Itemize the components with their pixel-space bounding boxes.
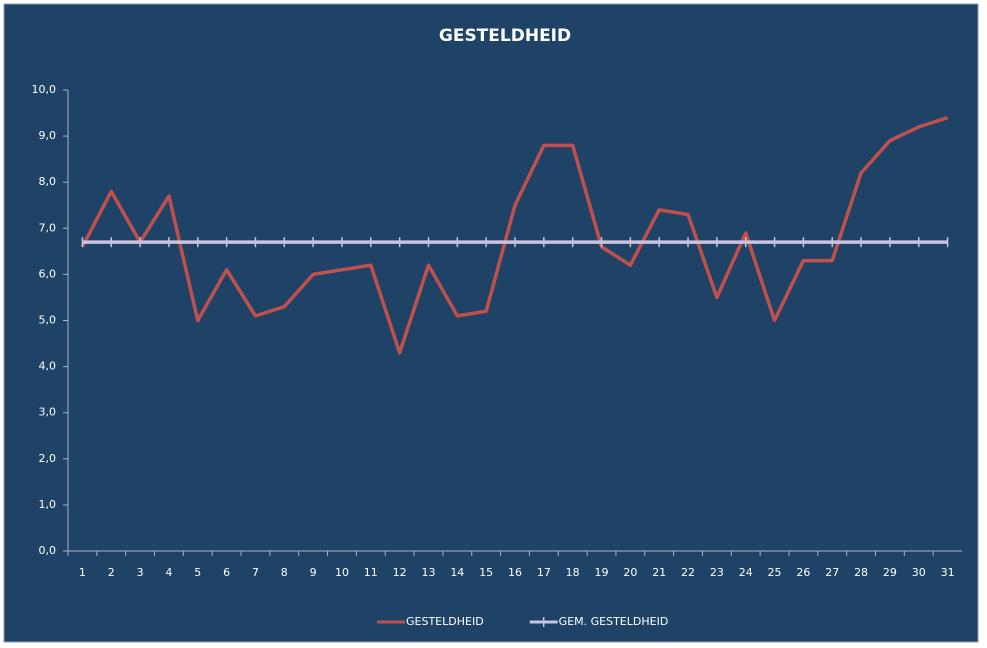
x-tick-label: 25 (768, 566, 782, 579)
x-tick-label: 5 (194, 566, 201, 579)
x-tick-label: 28 (854, 566, 868, 579)
x-tick-label: 22 (681, 566, 695, 579)
x-tick-label: 10 (335, 566, 349, 579)
y-tick-label: 7,0 (39, 221, 57, 234)
series-line (80, 115, 949, 355)
legend-label: GEM. GESTELDHEID (559, 615, 669, 628)
x-tick-label: 20 (623, 566, 637, 579)
y-tick-label: 2,0 (39, 452, 57, 465)
x-tick-label: 4 (165, 566, 172, 579)
y-tick-label: 4,0 (39, 360, 57, 373)
legend-label: GESTELDHEID (406, 615, 484, 628)
x-tick-label: 8 (281, 566, 288, 579)
x-tick-label: 13 (421, 566, 435, 579)
x-tick-label: 31 (941, 566, 955, 579)
chart-background (3, 3, 979, 643)
x-tick-label: 18 (566, 566, 580, 579)
x-tick-label: 9 (310, 566, 317, 579)
y-tick-label: 10,0 (32, 83, 57, 96)
x-tick-label: 3 (137, 566, 144, 579)
y-tick-label: 5,0 (39, 314, 57, 327)
x-tick-label: 14 (450, 566, 464, 579)
y-tick-label: 0,0 (39, 544, 57, 557)
x-tick-label: 24 (739, 566, 753, 579)
x-tick-label: 19 (595, 566, 609, 579)
x-tick-label: 12 (393, 566, 407, 579)
x-tick-label: 6 (223, 566, 230, 579)
x-tick-label: 23 (710, 566, 724, 579)
x-tick-label: 21 (652, 566, 666, 579)
x-tick-label: 27 (825, 566, 839, 579)
x-tick-label: 17 (537, 566, 551, 579)
x-tick-label: 2 (108, 566, 115, 579)
x-tick-label: 16 (508, 566, 522, 579)
y-tick-label: 1,0 (39, 498, 57, 511)
y-tick-label: 6,0 (39, 267, 57, 280)
x-tick-label: 7 (252, 566, 259, 579)
x-tick-label: 26 (796, 566, 810, 579)
y-tick-label: 3,0 (39, 406, 57, 419)
x-tick-label: 15 (479, 566, 493, 579)
chart-title: GESTELDHEID (439, 26, 571, 46)
x-tick-label: 29 (883, 566, 897, 579)
x-tick-label: 30 (912, 566, 926, 579)
x-tick-label: 11 (364, 566, 378, 579)
y-tick-label: 9,0 (39, 129, 57, 142)
y-tick-label: 8,0 (39, 175, 57, 188)
x-tick-label: 1 (79, 566, 86, 579)
